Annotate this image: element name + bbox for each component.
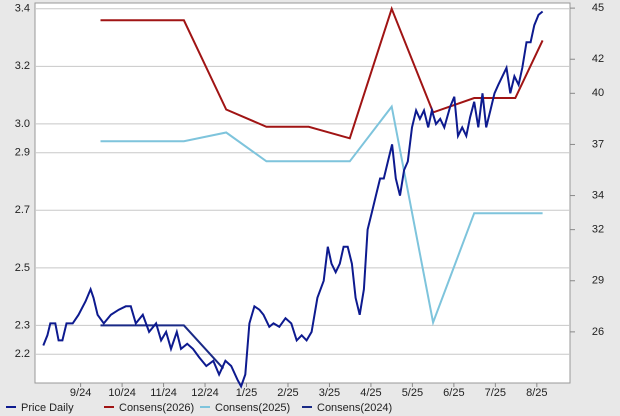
legend-label: Consens(2024)	[317, 402, 392, 414]
y-tick-label: 3.0	[15, 118, 30, 130]
y-tick-label: 3.2	[15, 60, 30, 72]
x-tick-label: 9/24	[70, 387, 91, 399]
y2-tick-label: 40	[592, 87, 604, 99]
y-tick-label: 2.9	[15, 147, 30, 159]
y-tick-label: 2.2	[15, 348, 30, 360]
x-tick-label: 3/25	[319, 387, 340, 399]
series-line	[100, 104, 543, 327]
y2-tick-label: 29	[592, 275, 604, 287]
x-tick-label: 8/25	[526, 387, 547, 399]
y-tick-label: 3.4	[15, 3, 30, 15]
y-tick-label: 2.3	[15, 319, 30, 331]
y2-tick-label: 42	[592, 53, 604, 65]
x-tick-label: 5/25	[402, 387, 423, 399]
y2-tick-label: 32	[592, 224, 604, 236]
legend-label: Consens(2026)	[119, 402, 194, 414]
series-line	[100, 324, 225, 370]
y2-tick-label: 26	[592, 326, 604, 338]
y2-tick-label: 34	[592, 189, 604, 201]
y-tick-label: 2.7	[15, 204, 30, 216]
x-tick-label: 10/24	[108, 387, 136, 399]
y2-tick-label: 37	[592, 138, 604, 150]
legend-label: Consens(2025)	[215, 402, 290, 414]
y2-tick-label: 45	[592, 2, 604, 14]
x-tick-label: 7/25	[485, 387, 506, 399]
x-tick-label: 6/25	[443, 387, 464, 399]
x-tick-label: 2/25	[277, 387, 298, 399]
x-tick-label: 11/24	[150, 387, 177, 399]
legend-label: Price Daily	[21, 402, 74, 414]
series-line	[100, 5, 544, 140]
series-line	[42, 10, 544, 389]
x-tick-label: 12/24	[191, 387, 219, 399]
x-tick-label: 1/25	[236, 387, 257, 399]
x-tick-label: 4/25	[360, 387, 381, 399]
y-tick-label: 2.5	[15, 262, 30, 274]
